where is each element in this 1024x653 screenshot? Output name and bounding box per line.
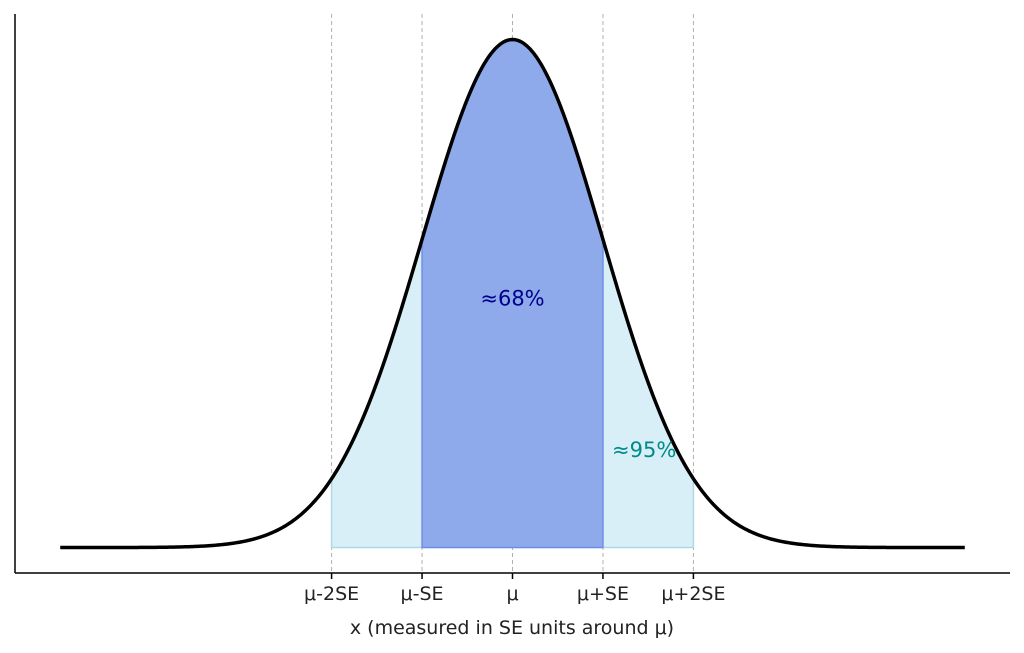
tick-label: μ+SE — [577, 583, 629, 605]
annotation-68: ≈68% — [480, 287, 544, 311]
tick-label: μ-SE — [401, 583, 444, 605]
x-axis-label: x (measured in SE units around μ) — [350, 617, 674, 639]
tick-label: μ — [506, 583, 518, 605]
tick-label: μ-2SE — [304, 583, 359, 605]
pdf-curve — [60, 37, 965, 550]
annotation-95: ≈95% — [612, 438, 676, 462]
x-ticks: μ-2SE μ-SE μ μ+SE μ+2SE — [304, 573, 725, 605]
tick-label: μ+2SE — [661, 583, 725, 605]
